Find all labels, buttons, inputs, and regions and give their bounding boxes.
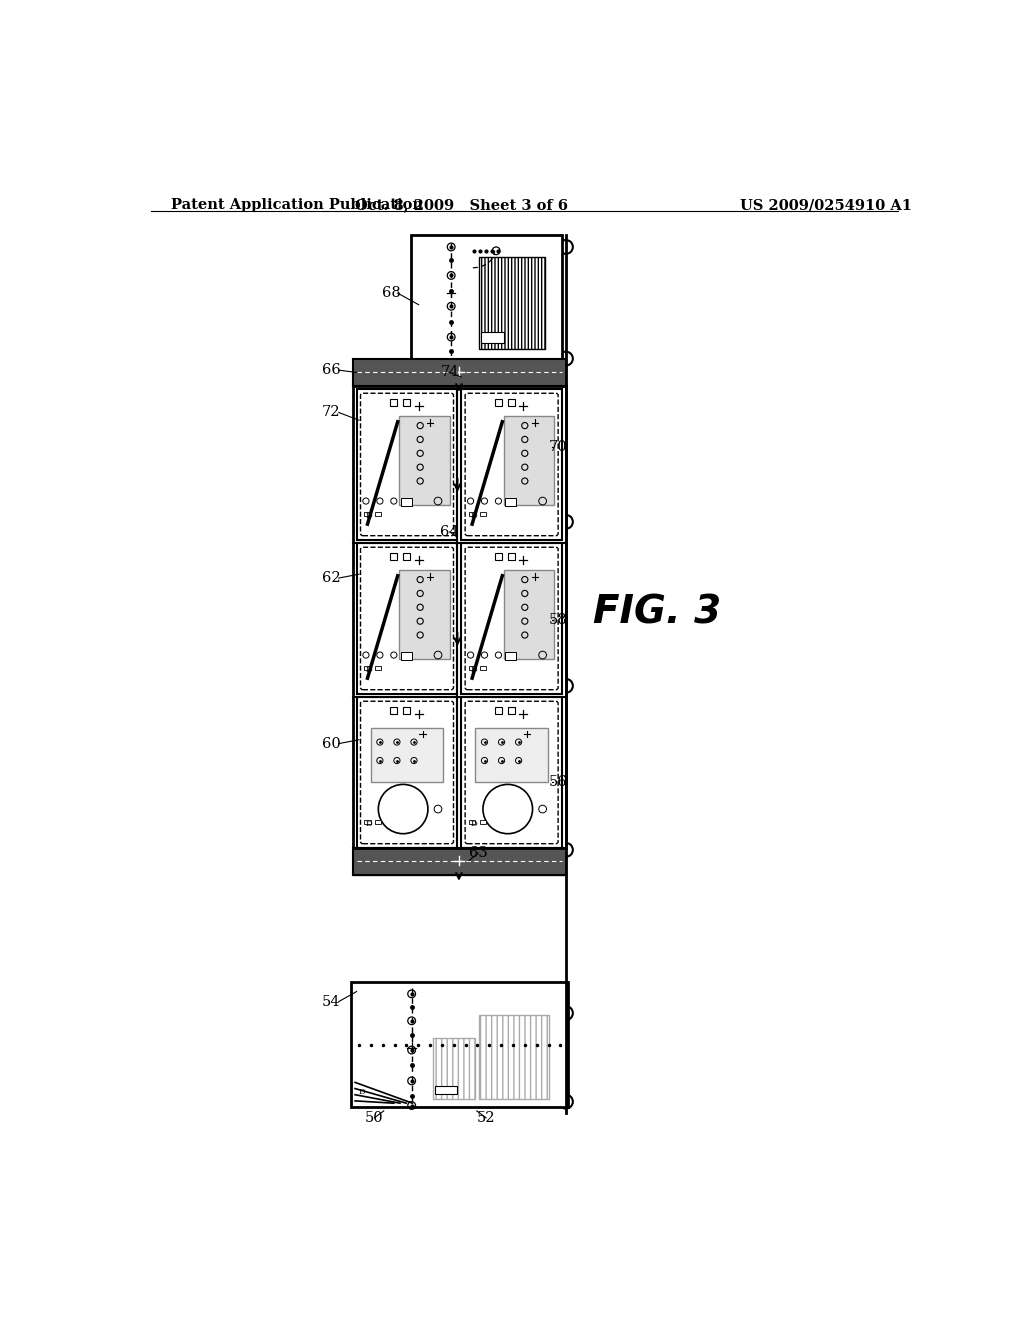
Bar — [479, 257, 545, 350]
Bar — [375, 512, 381, 516]
Bar — [461, 697, 562, 847]
Text: 50: 50 — [366, 1111, 384, 1125]
FancyBboxPatch shape — [360, 548, 454, 689]
Bar — [508, 706, 515, 714]
Text: 74: 74 — [440, 366, 459, 379]
Text: D: D — [366, 667, 373, 675]
Bar — [365, 820, 371, 825]
Bar — [461, 389, 562, 540]
Bar — [371, 729, 443, 781]
FancyBboxPatch shape — [465, 548, 558, 689]
Bar — [356, 697, 458, 847]
Bar — [403, 399, 410, 407]
Text: 58: 58 — [549, 614, 567, 627]
Bar — [356, 544, 458, 693]
Text: D: D — [366, 512, 373, 520]
Bar — [390, 553, 397, 561]
Bar — [469, 665, 475, 671]
Bar — [351, 982, 568, 1107]
Text: 56: 56 — [549, 775, 567, 789]
Bar — [475, 729, 548, 781]
Text: 64: 64 — [440, 525, 459, 539]
FancyBboxPatch shape — [360, 393, 454, 536]
Bar — [365, 512, 371, 516]
Bar — [508, 553, 515, 561]
Bar — [375, 820, 381, 825]
Text: 52: 52 — [477, 1111, 496, 1125]
Bar — [365, 665, 371, 671]
Bar — [435, 1086, 457, 1094]
Bar — [400, 652, 412, 660]
Bar — [469, 512, 475, 516]
Bar — [508, 399, 515, 407]
FancyBboxPatch shape — [465, 701, 558, 843]
Text: 68: 68 — [382, 286, 400, 300]
Bar — [480, 333, 504, 343]
Bar — [432, 1038, 475, 1100]
Text: D: D — [471, 667, 477, 675]
Text: 63: 63 — [469, 846, 487, 859]
Bar — [403, 706, 410, 714]
Text: D: D — [471, 512, 477, 520]
Bar — [506, 652, 516, 660]
Bar — [390, 399, 397, 407]
Bar — [480, 512, 486, 516]
Bar — [399, 570, 450, 659]
Bar — [506, 498, 516, 506]
Bar — [400, 498, 412, 506]
Bar — [504, 570, 554, 659]
Text: 60: 60 — [322, 737, 340, 751]
Bar — [390, 706, 397, 714]
Text: 62: 62 — [322, 572, 340, 585]
Text: D: D — [366, 821, 373, 829]
Bar — [479, 1015, 549, 1100]
Bar — [356, 389, 458, 540]
FancyBboxPatch shape — [360, 701, 454, 843]
Bar — [495, 706, 502, 714]
Text: D: D — [471, 821, 477, 829]
Text: 66: 66 — [322, 363, 340, 378]
Bar — [504, 416, 554, 506]
FancyBboxPatch shape — [465, 393, 558, 536]
Text: Patent Application Publication: Patent Application Publication — [171, 198, 423, 213]
Text: 70: 70 — [549, 440, 567, 454]
Text: FIG. 3: FIG. 3 — [593, 594, 721, 632]
Bar — [461, 544, 562, 693]
Bar — [403, 553, 410, 561]
Text: 54: 54 — [322, 994, 340, 1008]
Bar — [411, 235, 562, 360]
Bar — [469, 820, 475, 825]
Text: US 2009/0254910 A1: US 2009/0254910 A1 — [740, 198, 912, 213]
Bar — [480, 820, 486, 825]
Bar — [495, 399, 502, 407]
Text: D: D — [359, 1088, 366, 1096]
Bar — [375, 665, 381, 671]
Text: Oct. 8, 2009   Sheet 3 of 6: Oct. 8, 2009 Sheet 3 of 6 — [354, 198, 567, 213]
Bar — [480, 665, 486, 671]
Bar — [495, 553, 502, 561]
Text: 72: 72 — [322, 405, 340, 420]
Bar — [399, 416, 450, 506]
Bar — [352, 385, 566, 847]
